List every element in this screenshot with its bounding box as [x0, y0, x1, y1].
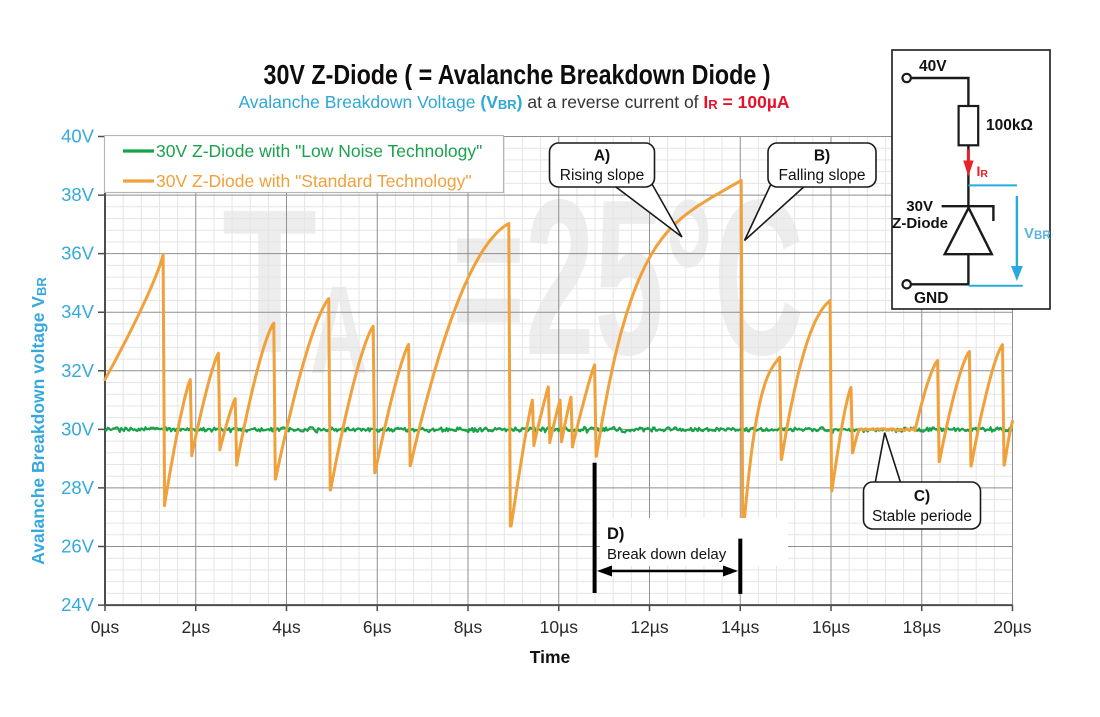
- svg-text:Stable periode: Stable periode: [872, 508, 972, 525]
- svg-text:30V Z-Diode ( = Avalanche Brea: 30V Z-Diode ( = Avalanche Breakdown Diod…: [264, 59, 771, 90]
- svg-text:6µs: 6µs: [363, 617, 392, 637]
- svg-text:40V: 40V: [919, 58, 947, 75]
- svg-text:24V: 24V: [61, 594, 95, 615]
- svg-text:Rising slope: Rising slope: [560, 167, 644, 184]
- svg-text:34V: 34V: [61, 301, 95, 322]
- svg-text:T: T: [222, 167, 317, 396]
- svg-text:32V: 32V: [61, 360, 95, 381]
- svg-text:8µs: 8µs: [454, 617, 483, 637]
- svg-text:18µs: 18µs: [903, 617, 942, 637]
- svg-text:Break down delay: Break down delay: [607, 546, 727, 563]
- svg-text:20µs: 20µs: [993, 617, 1032, 637]
- svg-text:28V: 28V: [61, 477, 95, 498]
- svg-text:14µs: 14µs: [721, 617, 760, 637]
- svg-text:40V: 40V: [61, 126, 95, 147]
- svg-text:30V Z-Diode with "Standard Tec: 30V Z-Diode with "Standard Technology": [156, 171, 472, 191]
- svg-text:VBR: VBR: [1024, 225, 1051, 242]
- svg-text:Z-Diode: Z-Diode: [892, 215, 948, 232]
- svg-text:C): C): [914, 488, 930, 505]
- svg-text:100kΩ: 100kΩ: [986, 117, 1033, 134]
- svg-text:16µs: 16µs: [812, 617, 851, 637]
- svg-text:12µs: 12µs: [630, 617, 669, 637]
- svg-text:10µs: 10µs: [540, 617, 579, 637]
- svg-text:0µs: 0µs: [91, 617, 120, 637]
- svg-text:Avalanche Breakdown voltage V: Avalanche Breakdown voltage VBR: [28, 277, 49, 565]
- svg-text:D): D): [607, 525, 624, 543]
- svg-text:4µs: 4µs: [272, 617, 301, 637]
- svg-text:B): B): [814, 148, 830, 165]
- svg-text:30V: 30V: [906, 198, 933, 215]
- svg-text:Falling slope: Falling slope: [778, 167, 865, 184]
- svg-text:2µs: 2µs: [182, 617, 211, 637]
- svg-text:30V Z-Diode with "Low Noise Te: 30V Z-Diode with "Low Noise Technology": [156, 141, 482, 161]
- svg-text:IR: IR: [977, 163, 989, 180]
- svg-text:Time: Time: [530, 647, 571, 667]
- svg-text:26V: 26V: [61, 536, 95, 557]
- svg-text:A: A: [310, 261, 368, 400]
- svg-text:30V: 30V: [61, 418, 95, 439]
- svg-text:Avalanche Breakdown Voltage (V: Avalanche Breakdown Voltage (VBR) at a r…: [238, 92, 789, 112]
- svg-text:36V: 36V: [61, 243, 95, 264]
- svg-text:38V: 38V: [61, 184, 95, 205]
- svg-text:GND: GND: [914, 290, 948, 307]
- svg-text:A): A): [594, 148, 610, 165]
